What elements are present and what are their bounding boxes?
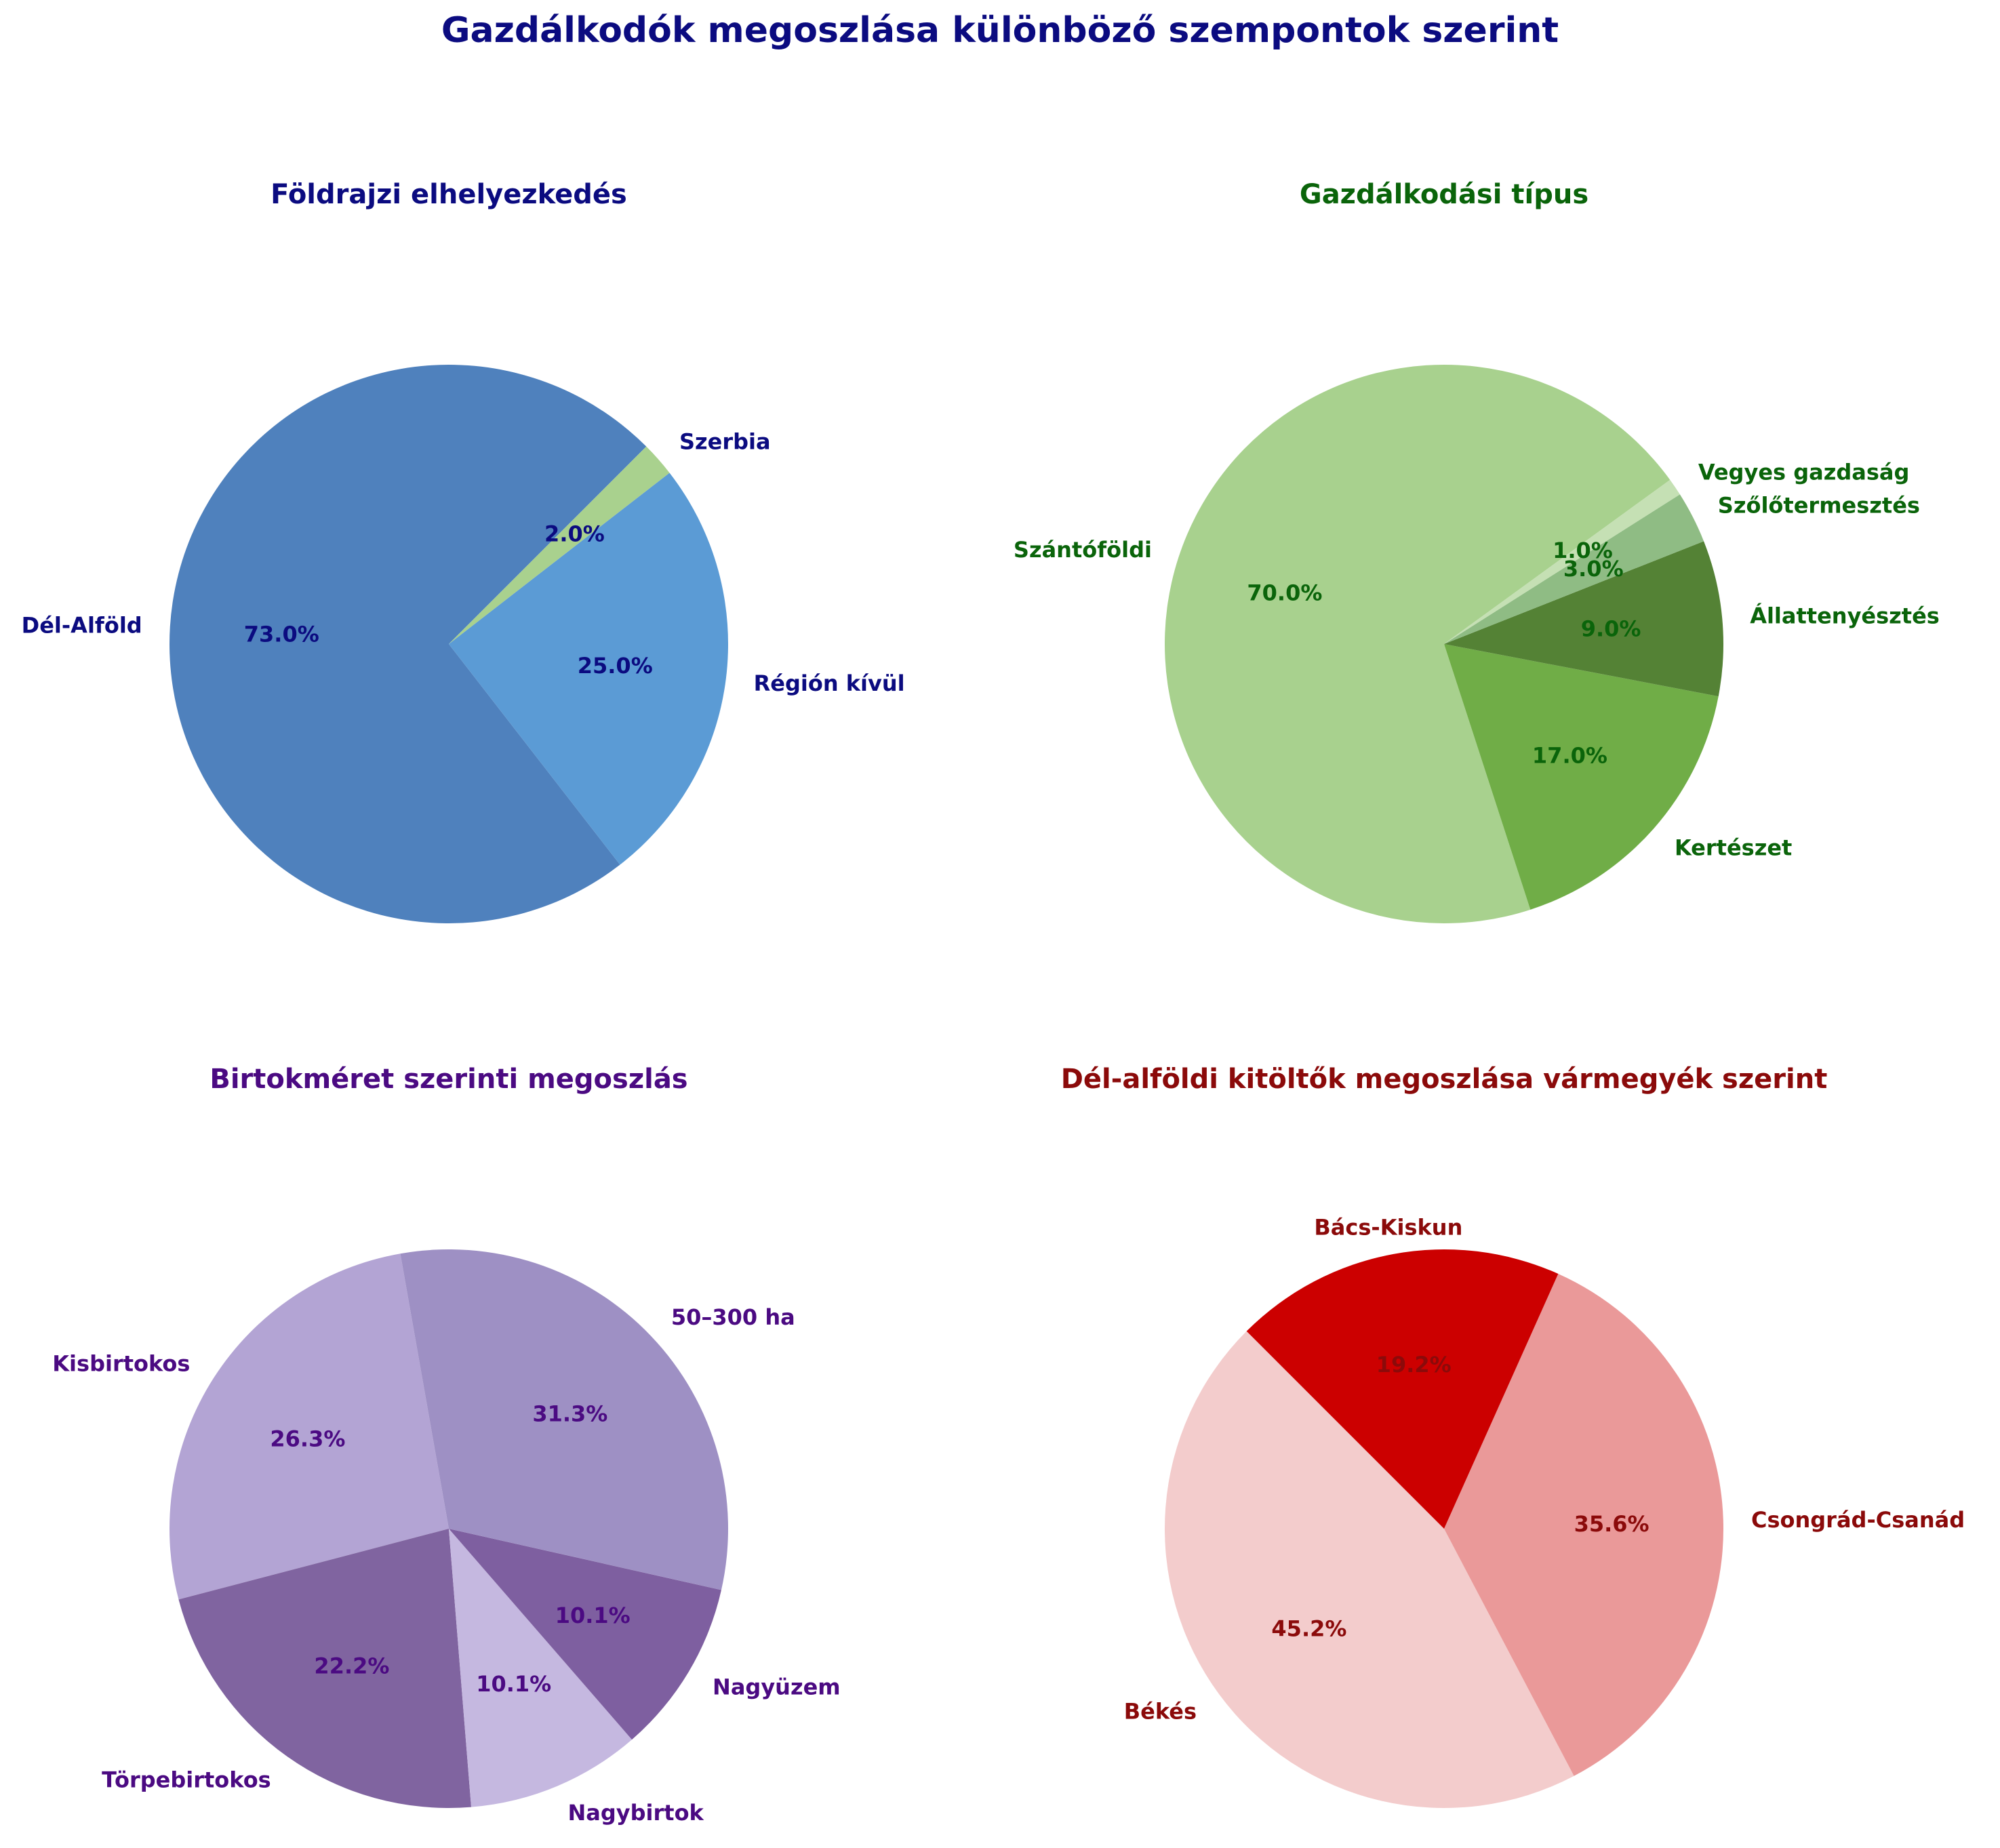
pie-category-label: Csongrád-Csanád [1751,1507,1965,1533]
pie-slice [449,473,728,865]
pie-category-label: Dél-Alföld [22,613,142,639]
pie-percent-label: 2.0% [544,521,605,547]
pie-category-label: Szerbia [679,428,771,454]
pie-category-label: Törpebirtokos [102,1767,271,1793]
pie-percent-label: 10.1% [476,1671,551,1697]
pie-slice [1165,1331,1574,1808]
pie-chart-4: Dél-alföldi kitöltők megoszlása vármegyé… [1061,1064,1965,1808]
pie-percent-label: 73.0% [244,621,319,647]
pie-slice [449,446,670,644]
pie-percent-label: 10.1% [555,1603,631,1628]
pie-percent-label: 3.0% [1563,556,1624,582]
pie-slice [178,1529,472,1808]
pie-category-label: Szántóföldi [1014,537,1152,563]
pie-slice [1444,541,1723,697]
pie-slice [1246,1249,1559,1529]
pie-category-label: Nagybirtok [567,1800,704,1826]
pie-slice [1444,644,1719,910]
pie-slice [1444,494,1704,644]
pie-category-label: Kisbirtokos [52,1350,190,1376]
pie-percent-label: 35.6% [1574,1511,1649,1537]
pie-title: Földrajzi elhelyezkedés [271,179,627,210]
pie-percent-label: 19.2% [1376,1352,1452,1378]
pie-title: Dél-alföldi kitöltők megoszlása vármegyé… [1061,1064,1828,1095]
pie-category-label: Bács-Kiskun [1314,1214,1462,1240]
pie-category-label: Békés [1124,1699,1197,1725]
pie-percent-label: 1.0% [1553,538,1613,563]
pie-percent-label: 70.0% [1247,580,1322,606]
pie-chart-1: Földrajzi elhelyezkedés 73.0% Dél-Alföld 25… [22,179,905,923]
main-title: Gazdálkodók megoszlása különböző szempon… [441,10,1559,51]
pie-slice [449,1529,721,1740]
pie-category-label: Kertészet [1675,835,1792,861]
pie-slice [169,1253,449,1600]
pie-percent-label: 45.2% [1271,1616,1346,1642]
pie-percent-label: 9.0% [1581,616,1641,642]
pie-slice [169,364,647,923]
pie-percent-label: 26.3% [270,1426,345,1452]
pie-category-label: Állattenyésztés [1750,603,1940,628]
pie-category-label: Régión kívül [754,670,905,696]
pie-percent-label: 25.0% [578,653,653,679]
pie-slice [1165,365,1671,923]
pie-percent-label: 22.2% [314,1653,389,1679]
pie-category-label: 50–300 ha [671,1304,795,1330]
pie-slice [1444,479,1680,644]
pie-chart-2: Gazdálkodási típus 70.0% Szántóföldi 17.0% K… [1014,179,1940,923]
pie-percent-label: 17.0% [1532,742,1607,768]
pie-title: Gazdálkodási típus [1300,179,1588,210]
pie-slice [400,1249,728,1590]
pie-category-label: Szőlőtermesztés [1718,492,1920,518]
pie-slice [449,1529,633,1807]
pie-chart-3: Birtokméret szerinti megoszlás 26.3% Kisbi… [52,1064,840,1826]
pie-title: Birtokméret szerinti megoszlás [209,1064,687,1095]
pie-slice [1444,1273,1724,1776]
pie-category-label: Nagyüzem [713,1674,841,1700]
pie-percent-label: 31.3% [532,1401,607,1426]
pie-category-label: Vegyes gazdaság [1698,459,1910,485]
